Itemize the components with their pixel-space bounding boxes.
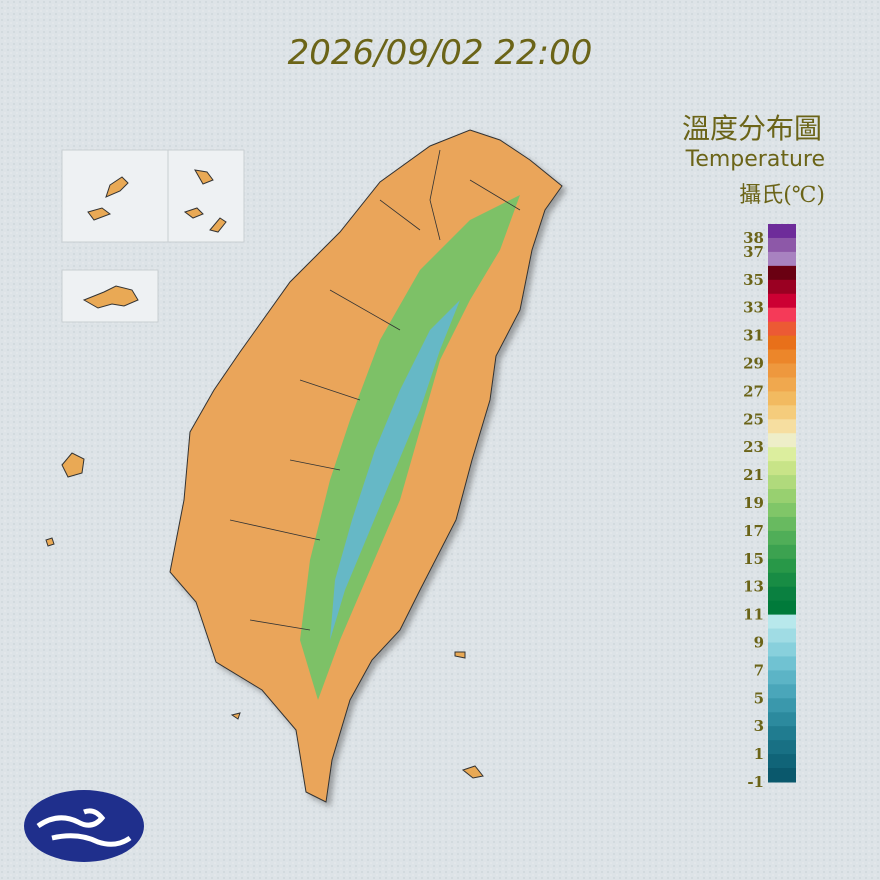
legend-bin [768,656,796,671]
legend-bin [768,572,796,588]
inset-islands [87,169,227,233]
legend-bin [768,489,796,504]
legend-tick-label: 3 [754,717,764,735]
legend-bin [768,419,796,434]
legend-bin [768,237,796,253]
legend-subtitle: Temperature [685,147,825,172]
legend-tick-label: 1 [754,745,764,763]
legend-bin [768,251,796,267]
legend-bin [768,461,796,476]
legend-tick-label: -1 [747,773,764,791]
legend-bin [768,307,796,323]
legend-tick-label: 31 [743,327,764,345]
legend-bin [768,614,796,630]
islands [45,452,484,779]
legend-bin [768,530,796,546]
legend-bin [768,712,796,727]
legend-tick-label: 33 [743,299,764,317]
legend-bin [768,642,796,657]
legend-tick-label: 37 [743,243,764,261]
legend-bin [768,293,796,309]
legend-tick-label: 15 [743,550,764,568]
legend-bin [768,684,796,699]
legend-bin [768,503,796,518]
legend-bin [768,447,796,462]
logo-mark [36,808,132,847]
legend-bin [768,754,796,769]
legend-tick-label: 17 [743,522,764,540]
legend-bin [768,475,796,490]
legend-tick-label: 29 [743,355,764,373]
legend-title: 溫度分布圖 [682,112,822,145]
inset-island [82,285,139,309]
legend-bin [768,558,796,574]
legend-bin [768,349,796,364]
legend-bin [768,544,796,560]
legend-tick-label: 11 [743,606,764,624]
legend-tick-label: 23 [743,438,764,456]
legend-tick-label: 35 [743,271,764,289]
legend-bin [768,740,796,755]
legend-tick-label: 27 [743,382,764,400]
legend-bin [768,335,796,351]
legend-bin [768,768,796,783]
legend-tick-label: 7 [754,661,764,679]
legend-bin [768,433,796,448]
timestamp: 2026/09/02 22:00 [288,33,593,73]
legend-bin [768,279,796,295]
legend-bin [768,377,796,392]
legend-tick-label: 13 [743,578,764,596]
county-borders [229,149,521,631]
legend-bin [768,670,796,685]
legend-bin [768,224,796,239]
legend-tick-label: 5 [754,689,764,707]
legend-tick-label: 19 [743,494,764,512]
legend-bin [768,586,796,602]
legend-bin [768,600,796,616]
legend-bin [768,628,796,643]
legend-tick-label: 21 [743,466,764,484]
legend-bin [768,265,796,281]
legend-tick-label: 25 [743,410,764,428]
legend-bin [768,321,796,337]
legend-bin [768,405,796,420]
taiwan-ridge [330,300,460,640]
taiwan-hills [300,195,520,700]
legend-bin [768,698,796,713]
legend-unit: 攝氏(℃) [739,183,825,208]
legend-bin [768,363,796,378]
legend-bin [768,516,796,532]
legend-bin [768,726,796,741]
legend-bin [768,391,796,406]
legend-tick-label: 38 [743,229,764,247]
legend-tick-label: 9 [754,634,764,652]
